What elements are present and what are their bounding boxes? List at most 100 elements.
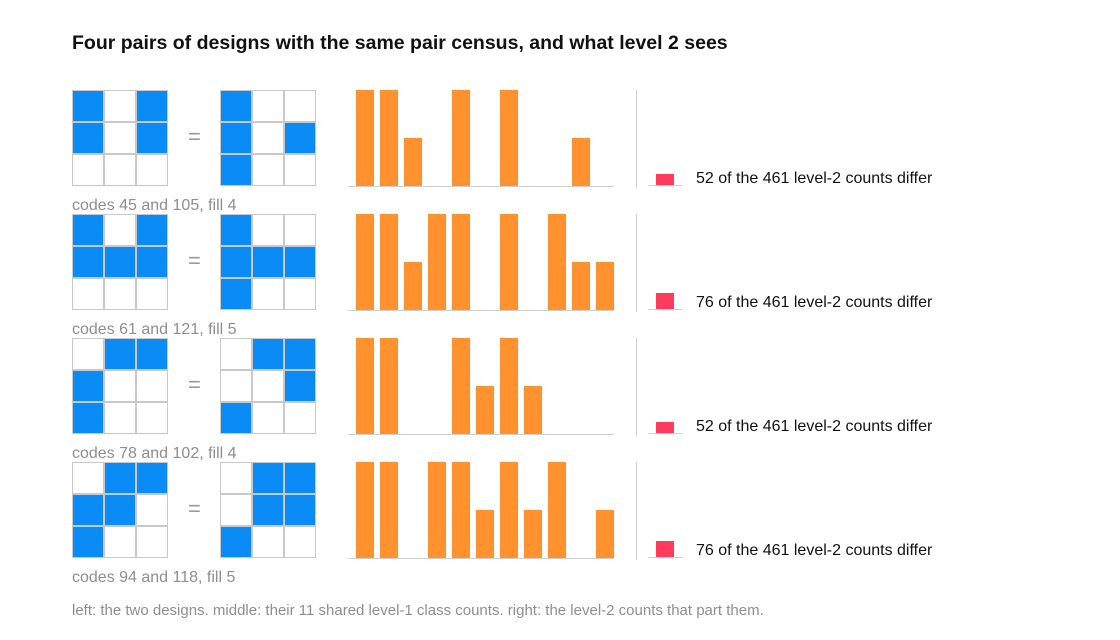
level1-count-bar <box>452 462 470 558</box>
filled-cell <box>72 214 104 246</box>
level1-count-bar <box>500 338 518 434</box>
level2-diff-label: 76 of the 461 level-2 counts differ <box>696 542 933 559</box>
filled-cell <box>136 338 168 370</box>
design-b-grid <box>220 90 316 186</box>
filled-cell <box>136 122 168 154</box>
design-a-grid <box>72 338 168 434</box>
diff-baseline <box>648 309 682 310</box>
level2-diff-label: 76 of the 461 level-2 counts differ <box>696 294 933 311</box>
empty-cell <box>104 278 136 310</box>
empty-cell <box>136 370 168 402</box>
empty-cell <box>284 526 316 558</box>
pair-caption: codes 61 and 121, fill 5 <box>72 321 237 338</box>
equals-sign: = <box>188 248 201 273</box>
level1-count-bar <box>572 138 590 186</box>
empty-cell <box>104 214 136 246</box>
pair-caption: codes 45 and 105, fill 4 <box>72 197 237 214</box>
level1-count-bar <box>572 262 590 310</box>
empty-cell <box>104 122 136 154</box>
filled-cell <box>220 90 252 122</box>
equals-sign: = <box>188 124 201 149</box>
empty-cell <box>136 526 168 558</box>
empty-cell <box>284 90 316 122</box>
empty-cell <box>72 338 104 370</box>
empty-cell <box>104 90 136 122</box>
design-a-grid <box>72 90 168 186</box>
level2-diff-marker <box>656 541 674 557</box>
diff-baseline <box>648 185 682 186</box>
empty-cell <box>252 278 284 310</box>
filled-cell <box>284 338 316 370</box>
section-divider <box>636 462 637 560</box>
level1-bar-chart <box>348 90 614 187</box>
design-b-grid <box>220 338 316 434</box>
filled-cell <box>252 246 284 278</box>
level1-bar-chart <box>348 214 614 311</box>
diff-baseline <box>648 433 682 434</box>
level1-count-bar <box>596 510 614 558</box>
empty-cell <box>220 338 252 370</box>
filled-cell <box>72 122 104 154</box>
level1-count-bar <box>404 262 422 310</box>
filled-cell <box>136 214 168 246</box>
level1-count-bar <box>428 214 446 310</box>
filled-cell <box>284 462 316 494</box>
level1-count-bar <box>524 510 542 558</box>
empty-cell <box>72 278 104 310</box>
filled-cell <box>220 122 252 154</box>
empty-cell <box>284 154 316 186</box>
filled-cell <box>252 462 284 494</box>
empty-cell <box>104 526 136 558</box>
level1-count-bar <box>380 462 398 558</box>
section-divider <box>636 90 637 188</box>
level1-count-bar <box>380 338 398 434</box>
empty-cell <box>284 278 316 310</box>
level1-count-bar <box>452 338 470 434</box>
filled-cell <box>136 90 168 122</box>
section-divider <box>636 214 637 312</box>
level1-count-bar <box>500 462 518 558</box>
empty-cell <box>104 370 136 402</box>
empty-cell <box>252 214 284 246</box>
level1-count-bar <box>356 90 374 186</box>
filled-cell <box>284 246 316 278</box>
design-b-grid <box>220 214 316 310</box>
level1-bar-chart <box>348 338 614 435</box>
design-a-grid <box>72 214 168 310</box>
level2-diff-label: 52 of the 461 level-2 counts differ <box>696 418 933 435</box>
level2-diff-marker <box>656 293 674 309</box>
level1-count-bar <box>356 462 374 558</box>
chart-title: Four pairs of designs with the same pair… <box>72 32 728 54</box>
level1-count-bar <box>356 214 374 310</box>
empty-cell <box>220 462 252 494</box>
level1-count-bar <box>356 338 374 434</box>
diff-baseline <box>648 557 682 558</box>
empty-cell <box>252 370 284 402</box>
level1-count-bar <box>404 138 422 186</box>
level1-count-bar <box>596 262 614 310</box>
level1-count-bar <box>452 90 470 186</box>
empty-cell <box>104 402 136 434</box>
level1-count-bar <box>500 90 518 186</box>
level1-count-bar <box>452 214 470 310</box>
empty-cell <box>136 154 168 186</box>
filled-cell <box>252 338 284 370</box>
filled-cell <box>220 214 252 246</box>
pair-row: = codes 45 and 105, fill 4 52 of the 461 l… <box>0 90 1120 214</box>
level1-count-bar <box>476 510 494 558</box>
filled-cell <box>252 494 284 526</box>
section-divider <box>636 338 637 436</box>
filled-cell <box>104 462 136 494</box>
empty-cell <box>284 214 316 246</box>
empty-cell <box>252 154 284 186</box>
level1-count-bar <box>380 214 398 310</box>
pair-row: = codes 78 and 102, fill 4 52 of the 461 l… <box>0 338 1120 462</box>
filled-cell <box>284 370 316 402</box>
pair-row: = codes 61 and 121, fill 5 76 of the 461 l… <box>0 214 1120 338</box>
level2-diff-label: 52 of the 461 level-2 counts differ <box>696 170 933 187</box>
footnote: left: the two designs. middle: their 11 … <box>72 602 764 619</box>
filled-cell <box>284 494 316 526</box>
level1-count-bar <box>524 386 542 434</box>
filled-cell <box>136 462 168 494</box>
level1-count-bar <box>500 214 518 310</box>
